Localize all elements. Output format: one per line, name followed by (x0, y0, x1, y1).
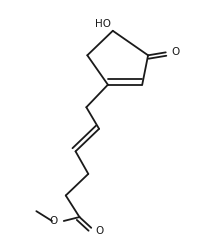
Text: O: O (50, 216, 58, 226)
Text: O: O (172, 47, 180, 57)
Text: HO: HO (95, 19, 111, 29)
Text: O: O (95, 226, 103, 236)
